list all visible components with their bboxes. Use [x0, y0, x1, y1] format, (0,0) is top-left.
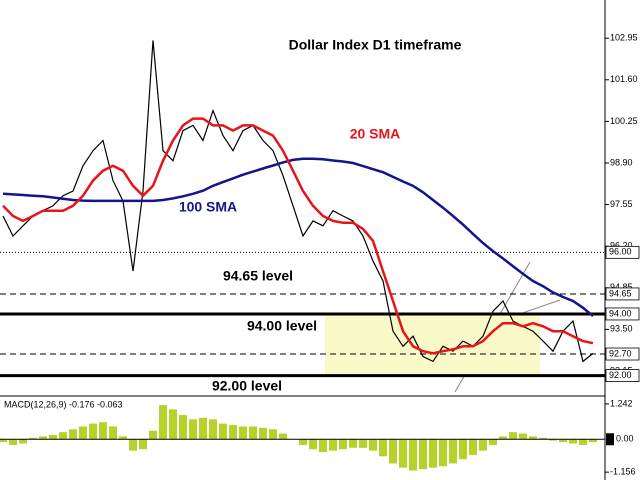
macd-bar: [199, 417, 207, 440]
macd-bar: [89, 423, 97, 440]
macd-bar: [339, 439, 347, 450]
macd-bar: [259, 427, 267, 440]
macd-tick-label: -1.156: [610, 467, 636, 477]
macd-bar: [79, 426, 87, 440]
macd-bar: [109, 426, 117, 440]
annotation: 94.65 level: [223, 268, 293, 284]
macd-bar: [279, 433, 287, 440]
y-tick-label: 98.90: [610, 157, 633, 167]
macd-bar: [539, 437, 547, 440]
macd-bar: [559, 439, 567, 443]
macd-zero-box: [606, 433, 614, 446]
macd-bar: [449, 439, 457, 464]
macd-bar: [379, 439, 387, 457]
macd-bar: [429, 439, 437, 468]
macd-bar: [329, 439, 337, 451]
level-label: 94.65: [609, 288, 632, 298]
macd-bar: [369, 439, 377, 451]
macd-bar: [0, 439, 7, 443]
macd-bar: [149, 430, 157, 440]
annotation: 20 SMA: [350, 126, 401, 142]
macd-bar: [489, 439, 497, 445]
annotation: 100 SMA: [179, 199, 237, 215]
macd-bar: [509, 432, 517, 440]
macd-bar: [349, 439, 357, 448]
macd-bar: [549, 439, 557, 441]
macd-bar: [179, 415, 187, 440]
y-tick-label: 93.50: [610, 324, 633, 334]
level-label: 96.00: [609, 247, 632, 257]
macd-bar: [439, 439, 447, 467]
y-tick-label: 97.55: [610, 199, 633, 209]
sma20-line: [2, 117, 594, 355]
macd-bar: [469, 439, 477, 455]
price-line: [2, 40, 594, 363]
macd-bar: [249, 426, 257, 440]
macd-bar: [309, 439, 317, 450]
macd-bar: [39, 436, 47, 440]
macd-bar: [59, 432, 67, 440]
macd-bar: [49, 434, 57, 440]
y-tick-label: 100.25: [610, 116, 638, 126]
macd-bar: [569, 439, 577, 444]
level-label: 94.00: [609, 308, 632, 318]
macd-tick-label: 0.00: [616, 434, 634, 444]
level-box: [605, 307, 640, 321]
macd-bar: [589, 439, 597, 443]
macd-bar: [139, 439, 147, 450]
macd-bar: [419, 439, 427, 470]
macd-bar: [219, 423, 227, 440]
macd-bar: [459, 439, 467, 460]
chart-title: Dollar Index D1 timeframe: [289, 37, 462, 53]
y-tick-label: 101.60: [610, 74, 638, 84]
macd-bar: [9, 439, 17, 445]
macd-bar: [529, 436, 537, 440]
macd-bar: [19, 439, 27, 444]
macd-bar: [269, 429, 277, 440]
level-label: 92.00: [609, 370, 632, 380]
macd-bar: [319, 439, 327, 453]
level-box: [605, 369, 640, 382]
level-box: [605, 245, 640, 259]
macd-bar: [209, 419, 217, 440]
macd-tick-label: 1.242: [610, 398, 633, 408]
y-tick-label: 102.95: [610, 33, 638, 43]
macd-bar: [229, 425, 237, 440]
y-tick-label: 94.85: [610, 282, 633, 292]
macd-bar: [29, 437, 37, 440]
macd-bar: [299, 439, 307, 445]
macd-bar: [479, 439, 487, 451]
macd-bar: [579, 439, 587, 445]
macd-bar: [519, 433, 527, 440]
macd-bar: [189, 419, 197, 440]
level-box: [605, 347, 640, 361]
macd-bar: [399, 439, 407, 468]
y-tick-label: 96.20: [610, 241, 633, 251]
macd-bar: [169, 409, 177, 440]
macd-bar: [159, 405, 167, 440]
annotation: 92.00 level: [212, 378, 282, 394]
macd-bar: [239, 426, 247, 440]
level-box: [605, 287, 640, 301]
macd-bar: [499, 436, 507, 440]
annotation: 94.00 level: [247, 318, 317, 334]
macd-bar: [409, 439, 417, 471]
macd-bar: [99, 422, 107, 440]
level-label: 92.70: [609, 348, 632, 358]
macd-bar: [129, 439, 137, 451]
macd-bar: [389, 439, 397, 464]
sma100-line: [2, 157, 594, 318]
macd-bar: [359, 439, 367, 448]
macd-bar: [119, 436, 127, 440]
macd-bar: [69, 429, 77, 440]
macd-label: MACD(12,26,9) -0.176 -0.063: [4, 399, 123, 409]
